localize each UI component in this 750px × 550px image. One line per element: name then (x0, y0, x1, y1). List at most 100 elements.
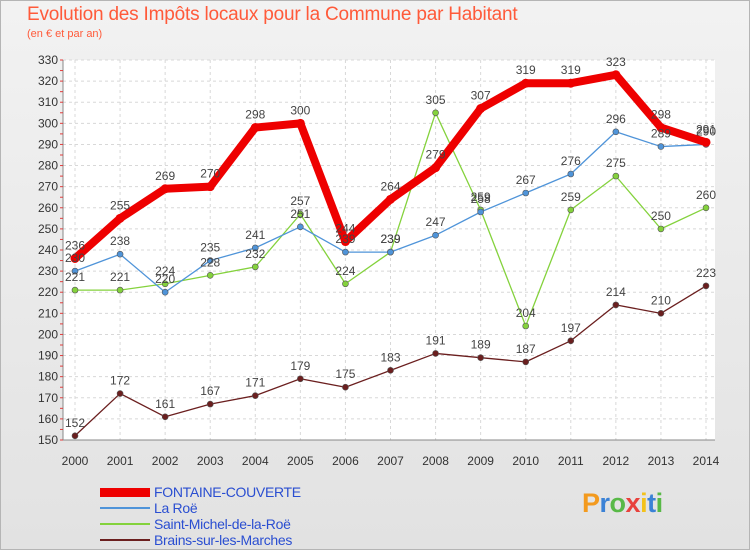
data-label: 276 (561, 154, 581, 168)
legend-swatch (100, 507, 150, 509)
y-tick-label: 290 (38, 137, 58, 151)
data-label: 172 (110, 374, 130, 388)
data-label: 223 (696, 266, 716, 280)
data-point (476, 104, 486, 114)
legend-swatch (100, 539, 150, 541)
data-label: 161 (155, 397, 175, 411)
data-point (567, 170, 575, 178)
y-tick-label: 180 (38, 370, 58, 384)
logo-letter: t (647, 488, 656, 518)
logo-letter: x (625, 488, 641, 518)
data-point (657, 225, 665, 233)
data-point (431, 163, 441, 173)
data-point (522, 322, 530, 330)
data-label: 232 (245, 247, 265, 261)
data-point (161, 413, 169, 421)
data-label: 241 (245, 228, 265, 242)
x-tick-label: 2008 (422, 454, 449, 468)
data-label: 250 (651, 209, 671, 223)
data-point (206, 272, 214, 279)
data-label: 260 (696, 188, 716, 202)
data-label: 191 (426, 333, 446, 347)
data-label: 224 (155, 264, 175, 278)
data-label: 221 (65, 270, 85, 284)
x-tick-label: 2011 (558, 454, 584, 468)
data-point (432, 231, 439, 239)
x-tick-label: 2009 (467, 454, 494, 468)
data-point (251, 263, 259, 271)
data-point (71, 267, 79, 275)
data-point (297, 223, 304, 231)
x-tick-label: 2005 (287, 454, 314, 468)
data-label: 300 (290, 103, 310, 117)
data-point (567, 206, 575, 214)
data-point (656, 123, 666, 133)
data-label: 259 (561, 190, 581, 204)
data-point (297, 210, 304, 218)
data-point (521, 78, 531, 88)
x-tick-label: 2001 (107, 454, 134, 468)
y-tick-label: 170 (38, 391, 58, 405)
logo-letter: o (609, 488, 627, 518)
data-point (71, 286, 79, 294)
data-point (657, 143, 665, 150)
data-label: 257 (290, 194, 310, 208)
y-tick-label: 240 (38, 243, 58, 257)
x-tick-label: 2012 (603, 454, 630, 468)
data-label: 220 (155, 272, 175, 286)
data-label: 296 (606, 112, 626, 126)
data-label: 230 (65, 251, 85, 265)
x-tick-label: 2007 (377, 454, 404, 468)
data-label: 236 (65, 238, 85, 252)
data-label: 244 (335, 222, 355, 236)
y-tick-label: 160 (38, 412, 58, 426)
legend-label: Saint-Michel-de-la-Roë (154, 516, 291, 532)
data-label: 221 (110, 270, 130, 284)
data-label: 323 (606, 55, 626, 69)
y-tick-label: 250 (38, 222, 58, 236)
proxiti-logo: Proxiti (582, 488, 663, 519)
data-label: 290 (696, 124, 716, 138)
data-label: 179 (290, 359, 310, 373)
y-tick-label: 210 (38, 306, 58, 320)
x-tick-label: 2006 (332, 454, 359, 468)
x-tick-label: 2002 (152, 454, 179, 468)
data-label: 270 (200, 167, 220, 181)
data-point (251, 392, 259, 399)
logo-letter: r (599, 488, 611, 518)
data-point (70, 253, 80, 263)
data-point (701, 137, 711, 147)
data-label: 289 (651, 127, 671, 141)
data-label: 264 (380, 179, 400, 193)
y-tick-label: 280 (38, 159, 58, 173)
data-point (432, 350, 439, 357)
data-point (71, 432, 79, 440)
data-label: 255 (110, 198, 130, 212)
data-point (161, 288, 169, 296)
data-label: 214 (606, 285, 626, 299)
data-point (566, 78, 576, 88)
data-point (387, 367, 394, 374)
data-label: 319 (561, 63, 581, 77)
chart-title: Evolution des Impôts locaux pour la Comm… (27, 4, 518, 25)
x-tick-label: 2000 (62, 454, 89, 468)
data-label: 275 (606, 156, 626, 170)
x-tick-label: 2010 (512, 454, 539, 468)
data-point (432, 109, 439, 117)
data-point (611, 70, 621, 80)
data-point (206, 400, 214, 408)
legend-swatch (100, 487, 150, 497)
data-point (342, 248, 349, 256)
y-tick-label: 330 (38, 53, 58, 67)
data-label: 239 (380, 232, 400, 246)
data-label: 228 (200, 255, 220, 269)
data-label: 239 (380, 232, 400, 246)
data-label: 239 (335, 232, 355, 246)
data-label: 269 (155, 169, 175, 183)
y-tick-label: 270 (38, 180, 58, 194)
data-label: 183 (380, 350, 400, 364)
data-point (116, 390, 124, 397)
data-label: 298 (651, 108, 671, 122)
data-label: 307 (471, 89, 491, 103)
y-tick-label: 150 (38, 433, 58, 447)
